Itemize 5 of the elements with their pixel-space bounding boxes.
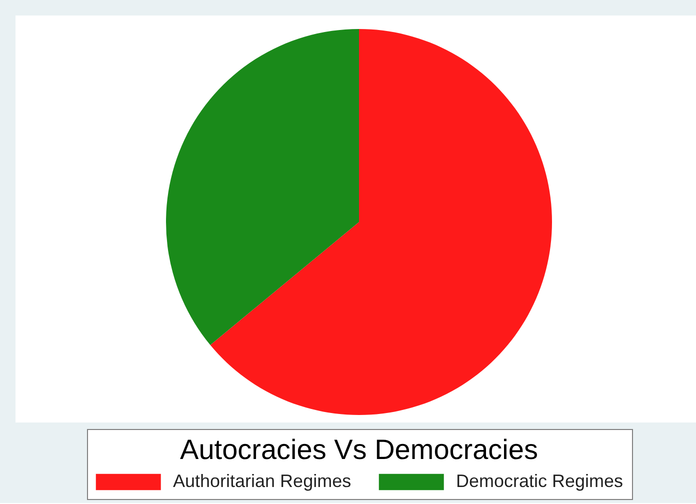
pie-slice	[210, 29, 552, 415]
legend-label: Authoritarian Regimes	[173, 471, 352, 491]
pie-slice	[166, 29, 359, 346]
legend-title: Autocracies Vs Democracies	[180, 434, 538, 465]
legend-label: Democratic Regimes	[456, 471, 624, 491]
